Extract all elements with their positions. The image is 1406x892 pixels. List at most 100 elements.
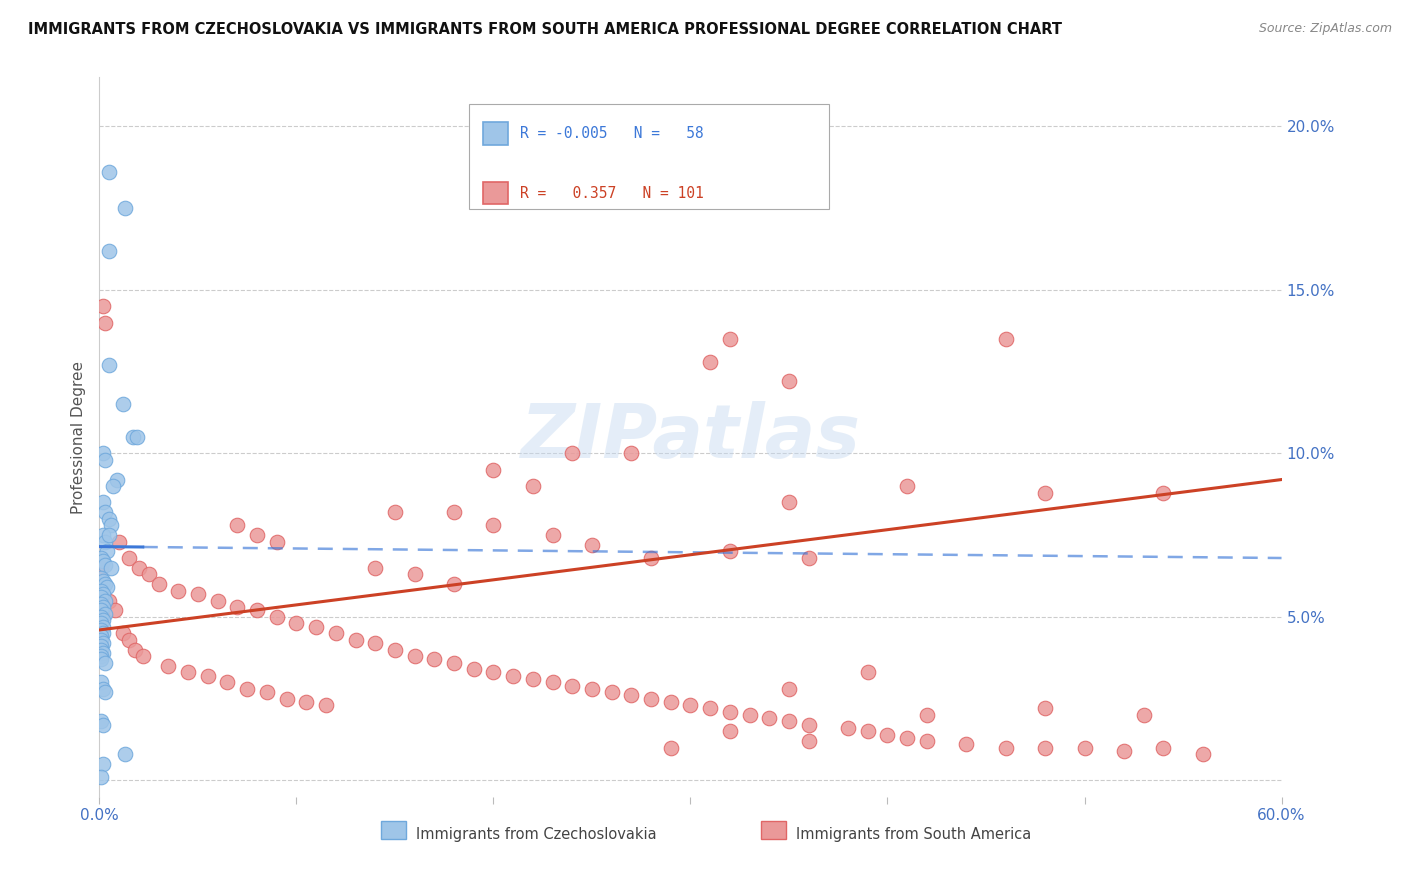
Point: [94, 505, 117, 519]
Point: [177, 665, 200, 680]
Point: [246, 603, 269, 617]
Point: [443, 656, 465, 670]
Point: [217, 675, 239, 690]
Point: [138, 567, 160, 582]
Point: [541, 675, 564, 690]
Point: [482, 665, 505, 680]
Point: [108, 534, 131, 549]
Point: [112, 397, 135, 411]
Point: [443, 505, 465, 519]
Point: [423, 652, 446, 666]
Point: [325, 626, 347, 640]
Point: [876, 727, 898, 741]
Point: [105, 473, 128, 487]
Point: [90, 770, 112, 784]
Point: [246, 528, 269, 542]
Point: [96, 581, 118, 595]
Point: [699, 355, 721, 369]
Point: [266, 610, 288, 624]
Point: [124, 642, 146, 657]
Point: [778, 375, 800, 389]
Point: [122, 430, 145, 444]
Point: [90, 597, 112, 611]
Point: [718, 332, 741, 346]
Y-axis label: Professional Degree: Professional Degree: [72, 360, 86, 514]
Point: [187, 587, 209, 601]
Point: [94, 534, 117, 549]
Point: [93, 554, 115, 568]
Point: [344, 632, 367, 647]
Point: [90, 623, 112, 637]
Text: Immigrants from Czechoslovakia: Immigrants from Czechoslovakia: [416, 827, 657, 842]
Point: [93, 718, 115, 732]
Point: [718, 705, 741, 719]
Point: [90, 675, 112, 690]
Point: [256, 685, 278, 699]
Point: [118, 551, 141, 566]
Point: [718, 724, 741, 739]
Point: [93, 587, 115, 601]
Point: [90, 591, 112, 605]
Point: [1112, 744, 1135, 758]
Point: [659, 695, 682, 709]
Point: [1152, 485, 1174, 500]
Point: [94, 607, 117, 621]
Point: [207, 593, 229, 607]
Point: [1191, 747, 1213, 761]
Point: [640, 551, 662, 566]
Point: [93, 574, 115, 588]
Point: [482, 518, 505, 533]
Point: [94, 316, 117, 330]
Point: [98, 358, 121, 372]
Point: [896, 731, 918, 745]
Point: [482, 463, 505, 477]
Point: [384, 642, 406, 657]
Point: [522, 672, 544, 686]
Point: [659, 740, 682, 755]
Point: [98, 593, 121, 607]
Point: [502, 669, 524, 683]
Point: [276, 691, 298, 706]
Point: [90, 714, 112, 729]
Point: [98, 165, 121, 179]
Point: [96, 544, 118, 558]
Point: [856, 665, 879, 680]
Point: [90, 642, 112, 657]
Point: [718, 544, 741, 558]
Point: [896, 479, 918, 493]
Point: [1132, 708, 1154, 723]
Point: [114, 201, 136, 215]
Point: [90, 640, 112, 654]
Point: [305, 620, 328, 634]
Text: IMMIGRANTS FROM CZECHOSLOVAKIA VS IMMIGRANTS FROM SOUTH AMERICA PROFESSIONAL DEG: IMMIGRANTS FROM CZECHOSLOVAKIA VS IMMIGR…: [28, 22, 1062, 37]
Point: [738, 708, 761, 723]
Point: [778, 714, 800, 729]
Point: [90, 610, 112, 624]
Point: [679, 698, 702, 713]
Point: [443, 577, 465, 591]
Point: [148, 577, 170, 591]
Point: [1033, 740, 1056, 755]
Point: [797, 734, 820, 748]
Point: [98, 244, 121, 258]
Point: [778, 681, 800, 696]
Point: [90, 616, 112, 631]
Point: [118, 632, 141, 647]
Point: [114, 747, 136, 761]
Point: [581, 538, 603, 552]
Point: [90, 603, 112, 617]
Point: [384, 505, 406, 519]
Text: Source: ZipAtlas.com: Source: ZipAtlas.com: [1258, 22, 1392, 36]
Point: [600, 685, 623, 699]
Point: [699, 701, 721, 715]
Point: [98, 512, 121, 526]
Point: [125, 430, 148, 444]
Point: [94, 558, 117, 572]
Point: [103, 479, 125, 493]
Point: [955, 737, 977, 751]
Text: R = -0.005   N =   58: R = -0.005 N = 58: [520, 126, 703, 141]
Point: [994, 740, 1017, 755]
Point: [157, 659, 180, 673]
Point: [93, 620, 115, 634]
Point: [94, 656, 117, 670]
